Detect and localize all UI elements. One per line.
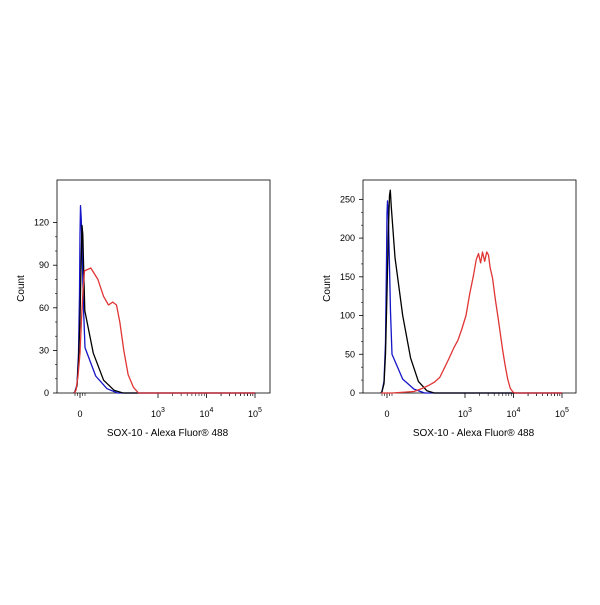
y-tick-label: 120 bbox=[34, 218, 49, 228]
y-tick-label: 200 bbox=[340, 233, 355, 243]
y-tick-label: 30 bbox=[39, 345, 49, 355]
plot-area-frame bbox=[56, 179, 271, 394]
histogram-series-line bbox=[73, 204, 255, 394]
histogram-panel-left: 0 30 60 90 120 Count 0 103 104 105 SOX-10 - Alexa … bbox=[16, 179, 271, 439]
y-axis-label: Count bbox=[322, 275, 333, 302]
y-tick-label: 150 bbox=[340, 272, 355, 282]
x-axis-label: SOX-10 - Alexa Fluor® 488 bbox=[107, 428, 229, 439]
y-tick-label: 0 bbox=[44, 388, 49, 398]
x-axis-label: SOX-10 - Alexa Fluor® 488 bbox=[413, 428, 535, 439]
histogram-series-line bbox=[381, 251, 562, 394]
x-tick-label: 103 bbox=[458, 407, 472, 419]
x-tick-label: 104 bbox=[200, 407, 214, 419]
x-tick-label: 105 bbox=[555, 407, 569, 419]
y-tick-label: 0 bbox=[350, 388, 355, 398]
x-tick-label: 103 bbox=[151, 407, 165, 419]
y-tick-label: 60 bbox=[39, 303, 49, 313]
x-tick-label: 0 bbox=[384, 409, 389, 419]
x-tick-label: 0 bbox=[77, 409, 82, 419]
y-tick-label: 100 bbox=[340, 311, 355, 321]
y-tick-label: 250 bbox=[340, 194, 355, 204]
y-tick-label: 90 bbox=[39, 260, 49, 270]
x-tick-label: 104 bbox=[507, 407, 521, 419]
x-tick-label: 105 bbox=[248, 407, 262, 419]
histogram-series-line bbox=[73, 224, 255, 394]
histogram-series-line bbox=[73, 267, 255, 394]
histogram-panel-right: 0 50 100 150 200 250 Count 0 103 104 105 SOX-10 - A… bbox=[322, 179, 577, 439]
histogram-series-line bbox=[380, 200, 562, 394]
histogram-series-line bbox=[380, 189, 562, 394]
y-axis-label: Count bbox=[16, 275, 27, 302]
y-tick-label: 50 bbox=[345, 349, 355, 359]
